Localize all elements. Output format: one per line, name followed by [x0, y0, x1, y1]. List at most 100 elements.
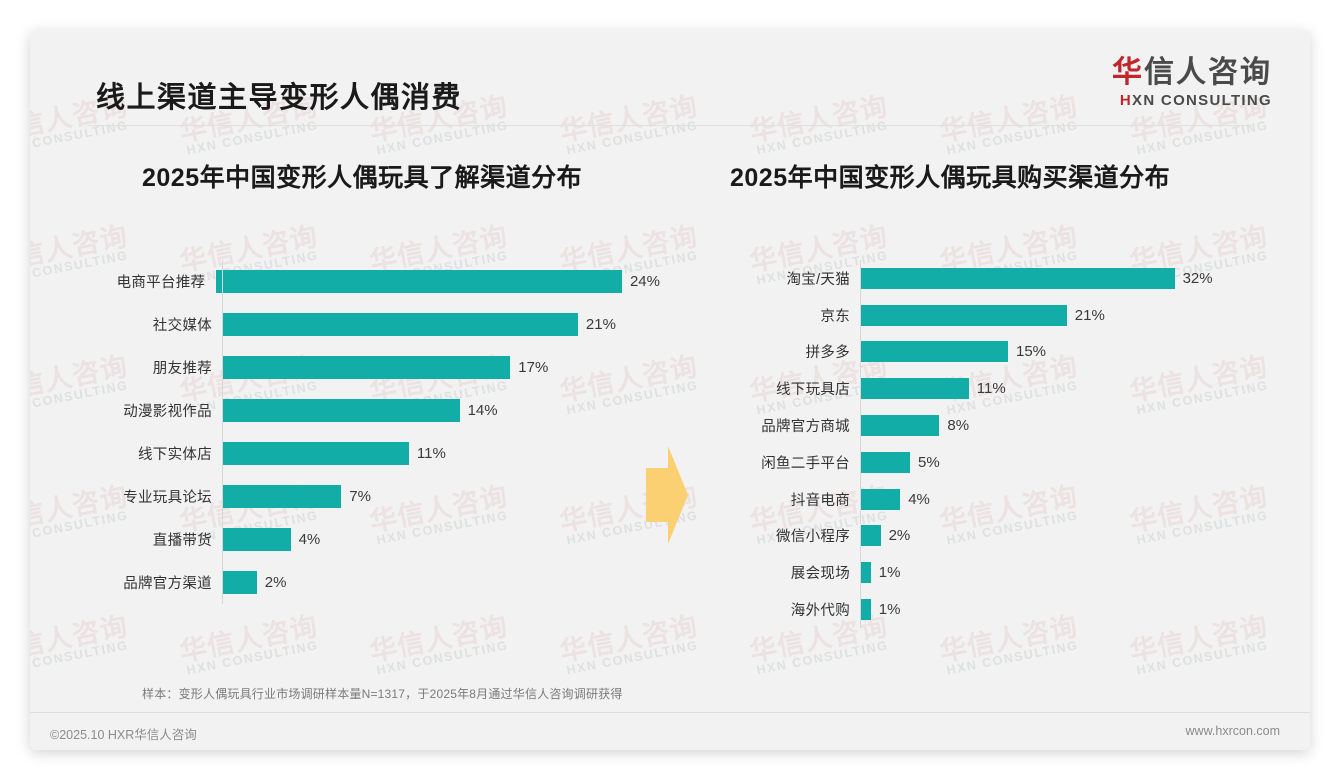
brand-logo: 华信人咨询 HXN CONSULTING [1112, 58, 1272, 109]
bar-track: 4% [860, 488, 1270, 510]
bar-value-label: 1% [878, 564, 901, 582]
bar-row: 社交媒体 21% [90, 303, 660, 346]
bar-row: 品牌官方渠道 2% [90, 561, 660, 604]
logo-english-rest: XN CONSULTING [1132, 92, 1272, 109]
bar [861, 267, 1175, 289]
logo-english: HXN CONSULTING [1112, 93, 1272, 108]
bar [861, 415, 940, 437]
bar [861, 451, 910, 473]
bar-category-label: 微信小程序 [776, 529, 850, 546]
bar [861, 599, 871, 621]
bar-category-label: 专业玩具论坛 [123, 490, 212, 506]
logo-english-highlight: H [1119, 92, 1133, 109]
bar-row: 闲鱼二手平台 5% [730, 444, 1270, 481]
bar-category-label: 拼多多 [805, 345, 850, 362]
bar-category-label: 海外代购 [790, 603, 850, 620]
bar-row: 朋友推荐 17% [90, 346, 660, 389]
bar-category-label: 淘宝/天猫 [786, 271, 850, 288]
bar-row: 淘宝/天猫 32% [730, 260, 1270, 297]
footer-copyright: ©2025.10 HXR华信人咨询 [50, 728, 197, 742]
bar-value-label: 5% [918, 453, 940, 471]
chart-title-left: 2025年中国变形人偶玩具了解渠道分布 [142, 164, 583, 192]
bar-category-label: 品牌官方商城 [761, 419, 850, 436]
bar-value-label: 11% [416, 445, 446, 462]
bar-value-label: 15% [1016, 343, 1047, 361]
bar-category-label: 抖音电商 [790, 492, 850, 509]
slide-card: 华信人咨询 HXN CONSULTING 华信人咨询 HXN CONSULTING华信… [30, 30, 1310, 750]
bar-row: 海外代购 1% [730, 591, 1270, 628]
bar-category-label: 直播带货 [152, 533, 212, 549]
bar-value-label: 2% [888, 527, 911, 545]
bar-category-label: 线下实体店 [138, 447, 212, 463]
bar-track: 32% [860, 267, 1270, 289]
bar-category-label: 朋友推荐 [152, 361, 212, 377]
header-divider [88, 125, 1252, 126]
bar-row: 展会现场 1% [730, 554, 1270, 591]
bar-track: 11% [860, 378, 1270, 400]
bar-category-label: 京东 [820, 308, 850, 325]
bar-category-label: 闲鱼二手平台 [761, 455, 850, 472]
bar-value-label: 4% [298, 531, 321, 548]
bar [223, 356, 511, 379]
chart-awareness-channels: 2025年中国变形人偶玩具了解渠道分布 电商平台推荐 24% 社交媒体 21% 朋友推荐… [90, 158, 660, 604]
bar-row: 电商平台推荐 24% [90, 260, 660, 303]
bar-category-label: 动漫影视作品 [123, 404, 212, 420]
bar-track: 24% [215, 270, 660, 293]
bar-track: 1% [860, 599, 1270, 621]
bar-value-label: 7% [349, 488, 371, 505]
bar-row: 专业玩具论坛 7% [90, 475, 660, 518]
bar-value-label: 32% [1182, 269, 1213, 287]
slide-header: 线上渠道主导变形人偶消费 华信人咨询 HXN CONSULTING [30, 30, 1310, 126]
bar-value-label: 4% [908, 490, 930, 508]
bar-category-label: 品牌官方渠道 [123, 576, 212, 592]
bar [223, 399, 460, 422]
bar [861, 378, 969, 400]
sample-footnote: 样本：变形人偶玩具行业市场调研样本量N=1317，于2025年8月通过华信人咨询… [142, 687, 623, 701]
bar-track: 2% [860, 525, 1270, 547]
bar-row: 品牌官方商城 8% [730, 407, 1270, 444]
axis-line-left [222, 260, 223, 604]
footer-divider [30, 712, 1310, 713]
bar-value-label: 21% [1074, 306, 1105, 324]
bar-track: 21% [222, 313, 660, 336]
bar-row: 拼多多 15% [730, 334, 1270, 371]
right-arrow-icon [642, 442, 690, 548]
bar [223, 485, 342, 508]
bar-value-label: 8% [947, 417, 970, 435]
bar-track: 7% [222, 485, 660, 508]
bar [861, 341, 1008, 363]
bar [216, 270, 622, 293]
bar-category-label: 线下玩具店 [776, 382, 850, 399]
bar-value-label: 24% [629, 273, 660, 290]
bar-value-label: 14% [467, 402, 498, 419]
bar-track: 15% [860, 341, 1270, 363]
bar-row: 抖音电商 4% [730, 481, 1270, 518]
bar-category-label: 电商平台推荐 [116, 275, 206, 291]
bar-row: 线下实体店 11% [90, 432, 660, 475]
bar [861, 525, 881, 547]
bar-track: 5% [860, 451, 1270, 473]
bar-track: 4% [222, 528, 660, 551]
bar [861, 304, 1067, 326]
bar [223, 571, 257, 594]
bar-category-label: 社交媒体 [152, 318, 212, 334]
bar-value-label: 2% [264, 574, 287, 591]
bar-track: 1% [860, 562, 1270, 584]
logo-chinese: 华信人咨询 [1112, 58, 1272, 88]
slide-footer: ©2025.10 HXR华信人咨询 www.hxrcon.com [30, 713, 1310, 750]
bar [861, 488, 901, 510]
bar-value-label: 21% [585, 316, 616, 333]
charts-region: 2025年中国变形人偶玩具了解渠道分布 电商平台推荐 24% 社交媒体 21% 朋友推荐… [30, 30, 1310, 750]
bar [223, 442, 409, 465]
bar [223, 528, 291, 551]
bar-row: 直播带货 4% [90, 518, 660, 561]
plot-area-right: 淘宝/天猫 32% 京东 21% 拼多多 15% 线下玩具店 11% 品牌官方商城 8% 闲鱼二手平… [730, 260, 1270, 628]
bar-value-label: 17% [518, 359, 549, 376]
bar-row: 线下玩具店 11% [730, 370, 1270, 407]
axis-line-right [860, 260, 861, 628]
plot-area-left: 电商平台推荐 24% 社交媒体 21% 朋友推荐 17% 动漫影视作品 14% 线下实体店 11%… [90, 260, 660, 604]
bar-track: 2% [222, 571, 660, 594]
footer-website: www.hxrcon.com [1185, 724, 1280, 738]
bar-track: 21% [860, 304, 1270, 326]
bar [861, 562, 871, 584]
